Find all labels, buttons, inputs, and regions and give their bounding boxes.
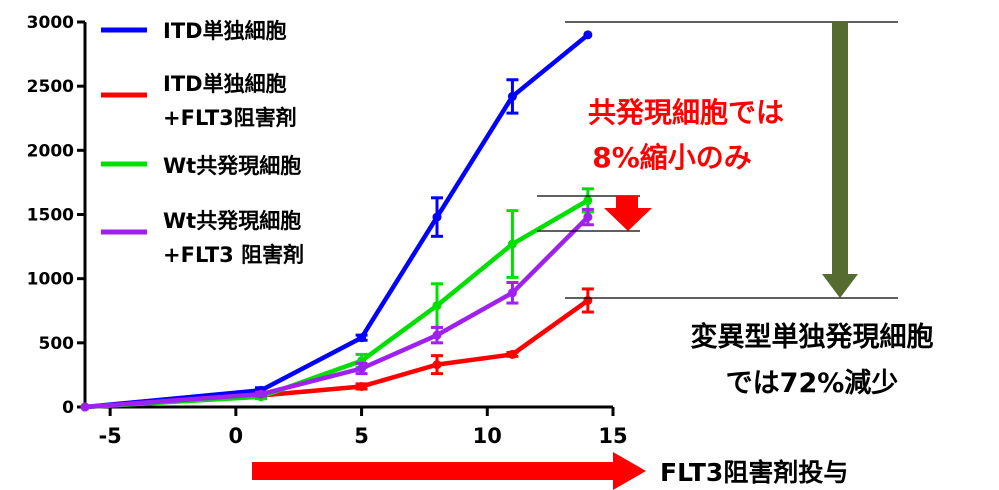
x-tick-label: -5 bbox=[98, 424, 121, 448]
coexp-note-line1: 共発現細胞では bbox=[588, 96, 784, 129]
y-tick-label: 2000 bbox=[27, 141, 74, 161]
y-tick-label: 1000 bbox=[27, 270, 74, 290]
data-point bbox=[507, 349, 517, 359]
series-wt_inh bbox=[80, 207, 594, 412]
series-layer bbox=[80, 30, 594, 412]
mutant-note-line1: 変異型単独発現細胞 bbox=[691, 321, 934, 353]
series-wt bbox=[80, 187, 594, 412]
legend-item-wt_inh: Wt共発現細胞 +FLT3 阻害剤 bbox=[101, 209, 304, 267]
data-point bbox=[583, 212, 593, 222]
data-point bbox=[583, 295, 593, 305]
reduction-arrow-shaft bbox=[832, 22, 848, 276]
data-point bbox=[507, 239, 517, 249]
legend-label: +FLT3 阻害剤 bbox=[163, 243, 304, 267]
data-point bbox=[80, 402, 90, 412]
data-point bbox=[357, 381, 367, 391]
small-arrow-head bbox=[604, 208, 652, 231]
series-line-wt_inh bbox=[84, 215, 590, 410]
data-point bbox=[507, 91, 517, 101]
data-point bbox=[583, 30, 593, 40]
treatment-arrow-shaft bbox=[252, 462, 617, 480]
data-point bbox=[507, 288, 517, 298]
legend-label: +FLT3阻害剤 bbox=[163, 106, 297, 130]
data-point bbox=[256, 389, 266, 399]
x-tick-label: 10 bbox=[473, 424, 502, 448]
legend-label: ITD単独細胞 bbox=[163, 72, 287, 96]
y-tick-label: 500 bbox=[39, 334, 75, 354]
coexp-note-line2: 8%縮小のみ bbox=[592, 141, 752, 174]
y-tick-label: 3000 bbox=[27, 13, 74, 33]
data-point bbox=[357, 333, 367, 343]
legend-item-itd_inh: ITD単独細胞 +FLT3阻害剤 bbox=[101, 72, 297, 130]
reduction-arrow-head bbox=[822, 274, 858, 298]
legend-item-itd: ITD単独細胞 bbox=[101, 19, 287, 43]
mutant-note-line2: では72%減少 bbox=[726, 368, 899, 399]
series-line-itd bbox=[84, 33, 590, 410]
data-point bbox=[432, 301, 442, 311]
treatment-arrow-head bbox=[613, 452, 646, 490]
legend-label: Wt共発現細胞 bbox=[163, 154, 301, 178]
data-point bbox=[357, 364, 367, 373]
x-tick-label: 15 bbox=[598, 424, 627, 448]
x-tick-label: 5 bbox=[354, 424, 369, 448]
small-arrow-shaft bbox=[616, 196, 638, 210]
axes: 0 500 1000 1500 2000 2500 3000 -5 0 5 10 15 bbox=[27, 13, 628, 448]
y-tick-label: 0 bbox=[62, 398, 74, 418]
legend-label: ITD単独細胞 bbox=[163, 19, 287, 43]
treatment-arrow-label: FLT3阻害剤投与 bbox=[660, 458, 848, 487]
x-tick-label: 0 bbox=[229, 424, 244, 448]
legend-item-wt: Wt共発現細胞 bbox=[101, 154, 301, 178]
legend-label: Wt共発現細胞 bbox=[163, 209, 301, 233]
y-tick-label: 1500 bbox=[27, 206, 74, 226]
data-point bbox=[432, 330, 442, 340]
legend: ITD単独細胞 ITD単独細胞 +FLT3阻害剤 Wt共発現細胞 Wt共発現細胞 +FLT… bbox=[101, 19, 304, 267]
data-point bbox=[432, 360, 442, 370]
data-point bbox=[432, 212, 442, 222]
y-tick-label: 2500 bbox=[27, 77, 74, 97]
data-point bbox=[583, 195, 593, 205]
